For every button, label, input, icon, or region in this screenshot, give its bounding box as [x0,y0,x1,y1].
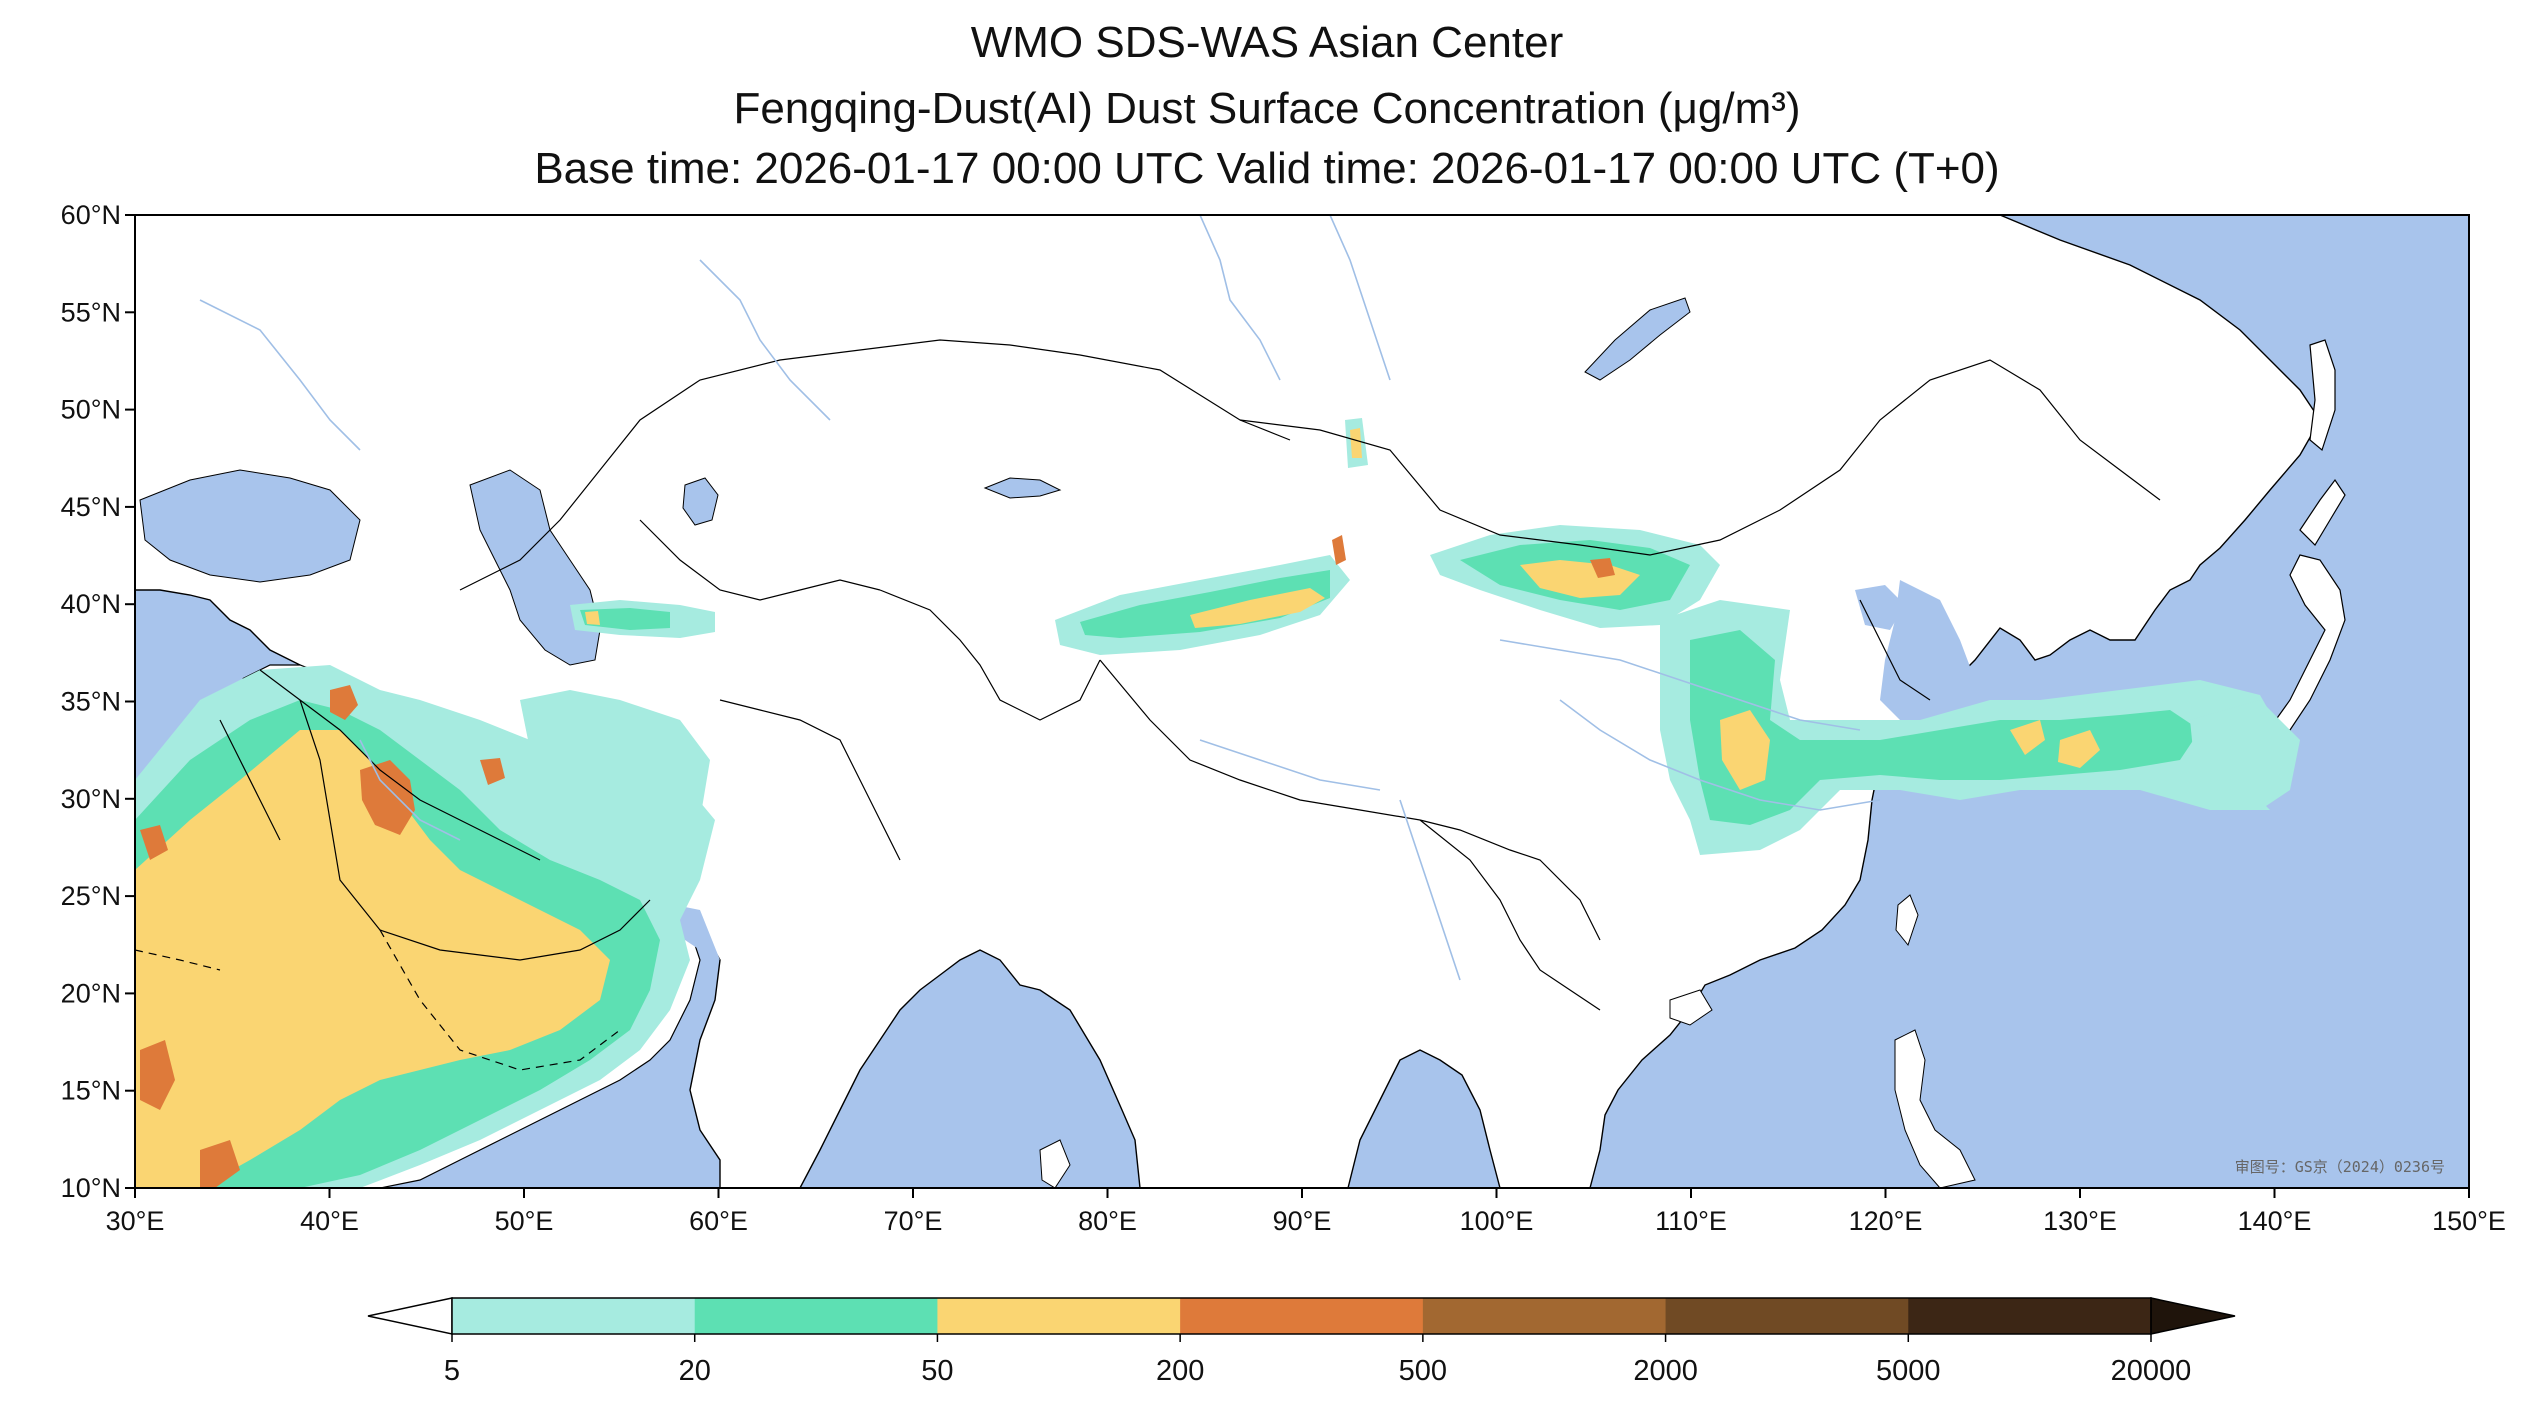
approval-number: 审图号：GS京（2024）0236号 [2235,1158,2445,1176]
colorbar-tick-label: 5 [444,1355,460,1387]
dust-china-50-3 [2058,730,2100,768]
map-plot-area: 审图号：GS京（2024）0236号 [135,215,2469,1188]
dust-200-arabia-5 [200,1140,240,1188]
lat-tick-label: 15°N [61,1076,121,1106]
kamchatka-coast [2160,215,2469,320]
bohai-sea [1855,585,1905,630]
lat-tick-label: 25°N [61,881,121,911]
lat-tick-label: 50°N [61,395,121,425]
dust-china-50-1 [1720,710,1770,790]
dust-200-arabia-3 [140,1040,175,1110]
colorbar-segment [937,1298,1181,1334]
colorbar-tick-label: 200 [1156,1355,1204,1387]
colorbar-over-arrow [2150,1297,2236,1335]
lon-tick-label: 50°E [495,1206,554,1236]
colorbar-segment [1180,1298,1424,1334]
sri-lanka [1039,1139,1071,1188]
colorbar-tick-label: 20 [679,1355,711,1387]
dust-taklimakan-20 [1080,570,1330,638]
lat-axis: 10°N 15°N 20°N 25°N 30°N 35°N 40°N 45°N 50°N 55°N… [61,200,135,1203]
lon-tick-label: 100°E [1460,1206,1534,1236]
title-center: WMO SDS-WAS Asian Center [970,18,1564,67]
lon-tick-label: 130°E [2043,1206,2117,1236]
dust-turkmen-20 [580,608,670,630]
lake-baikal [1584,297,1691,381]
lon-tick-label: 150°E [2432,1206,2506,1236]
colorbar-segment [1665,1298,1909,1334]
lat-tick-label: 40°N [61,589,121,619]
lon-tick-label: 90°E [1273,1206,1332,1236]
title-product: Fengqing-Dust(AI) Dust Surface Concentra… [733,84,1801,133]
lat-tick-label: 45°N [61,492,121,522]
dust-200-arabia-4 [480,758,505,785]
rivers [199,215,1881,981]
dust-fields [135,418,2300,1188]
lat-tick-label: 20°N [61,978,121,1008]
dust-taklimakan-50 [1190,588,1325,628]
colorbar-segment [452,1298,696,1334]
aral-sea [682,477,719,526]
lon-tick-label: 140°E [2238,1206,2312,1236]
dust-gobi-200 [1590,558,1615,578]
lat-tick-label: 10°N [61,1173,121,1203]
dust-50-arabia [135,730,610,1188]
hainan [1669,989,1713,1026]
colorbar-tick-label: 2000 [1633,1355,1698,1387]
dust-china-20 [1690,630,2200,825]
colorbar-tick-label: 50 [921,1355,953,1387]
lon-tick-label: 80°E [1078,1206,1137,1236]
dust-turkmen-50 [585,611,600,625]
colorbar-tick-label: 5000 [1876,1355,1941,1387]
dust-200-arabia-1 [330,685,358,720]
dust-china-50-2 [2010,720,2045,755]
colorbar-tick-label: 20000 [2111,1355,2192,1387]
philippines [1894,1029,1976,1188]
colorbar-under-arrow [367,1297,453,1335]
dust-50-iran [520,690,710,860]
dust-japan-5 [2190,700,2300,810]
lon-tick-label: 110°E [1655,1206,1727,1236]
colorbar-segment [1422,1298,1667,1334]
colorbar-tick-label: 500 [1399,1355,1447,1387]
lat-tick-label: 30°N [61,784,121,814]
dust-200-arabia-2 [140,825,168,860]
lon-tick-label: 60°E [689,1206,748,1236]
black-sea [139,469,361,583]
colorbar-segment [694,1298,938,1334]
lon-tick-label: 70°E [884,1206,943,1236]
title-time: Base time: 2026-01-17 00:00 UTC Valid ti… [534,144,2000,193]
dust-turpan-200 [1332,535,1346,565]
lake-balkhash [983,477,1062,499]
colorbar-segment [1908,1298,2152,1334]
colorbar-frame [451,1297,2152,1335]
lon-tick-label: 30°E [106,1206,165,1236]
dust-200-iraq [360,760,415,835]
yellow-sea [1880,580,1975,725]
sakhalin [2309,339,2336,452]
dust-dzungaria-50 [1350,428,1362,458]
lon-tick-label: 40°E [300,1206,359,1236]
taiwan [1895,894,1919,947]
lat-tick-label: 60°N [61,200,121,230]
lat-tick-label: 35°N [61,687,121,717]
lon-tick-label: 120°E [1849,1206,1923,1236]
lon-axis: 30°E 40°E 50°E 60°E 70°E 80°E 90°E 100°E 110°E 12… [106,1188,2506,1236]
lat-tick-label: 55°N [61,297,121,327]
colorbar: 5 20 50 200 500 2000 5000 20000 [367,1297,2236,1387]
country-borders [135,339,2161,1071]
